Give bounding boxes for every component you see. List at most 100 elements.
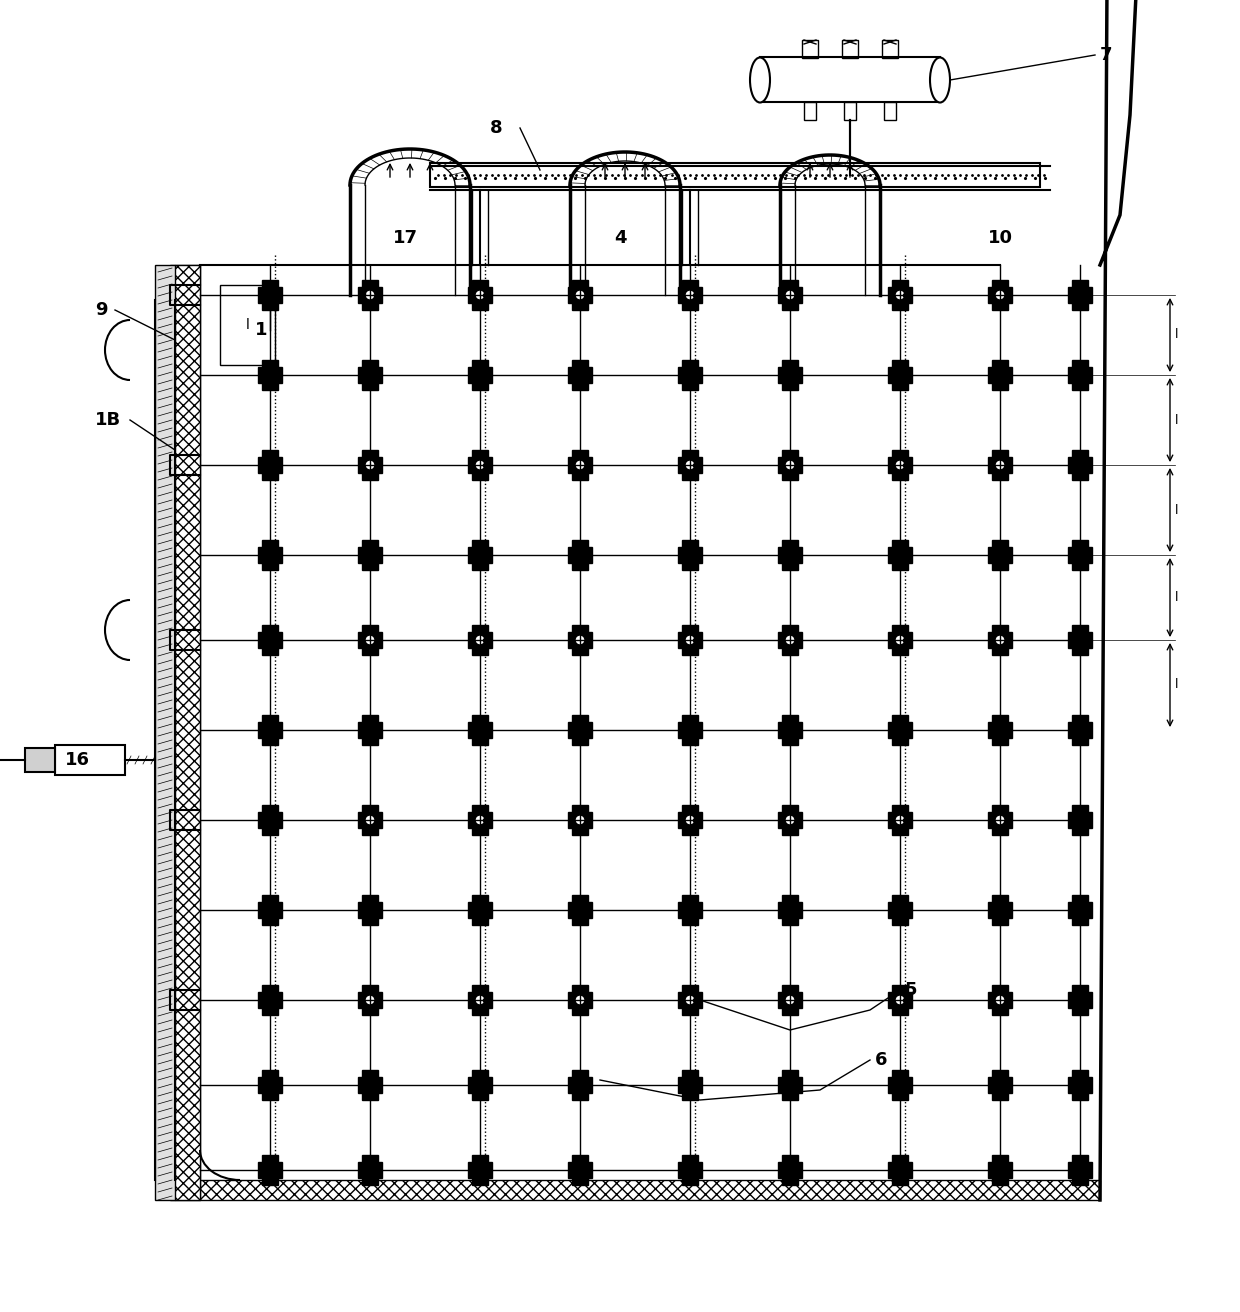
Bar	[472, 279, 489, 310]
Bar	[467, 722, 492, 737]
Bar	[777, 1077, 802, 1093]
Bar	[882, 39, 898, 58]
Bar	[1068, 903, 1092, 918]
Bar	[568, 1077, 591, 1093]
Bar	[358, 722, 382, 737]
Bar	[678, 457, 702, 474]
Bar	[472, 359, 489, 390]
Bar	[1073, 279, 1087, 310]
Circle shape	[785, 635, 795, 646]
Circle shape	[785, 461, 795, 470]
Bar	[988, 812, 1012, 828]
Bar	[777, 722, 802, 737]
Bar	[892, 541, 908, 569]
Bar	[888, 992, 911, 1008]
Bar	[992, 450, 1008, 480]
Text: 9: 9	[95, 300, 108, 319]
Polygon shape	[892, 547, 908, 563]
Bar	[992, 895, 1008, 925]
Circle shape	[895, 461, 905, 470]
Bar	[572, 895, 588, 925]
Bar	[888, 367, 911, 383]
Bar	[362, 279, 378, 310]
Circle shape	[684, 815, 694, 825]
Text: 5: 5	[905, 981, 918, 998]
Bar	[682, 1155, 698, 1185]
Bar	[467, 1162, 492, 1178]
Bar	[568, 287, 591, 303]
Bar	[888, 812, 911, 828]
Polygon shape	[892, 903, 908, 918]
Bar	[358, 1077, 382, 1093]
Bar	[572, 985, 588, 1015]
Bar	[258, 547, 281, 563]
Bar	[678, 632, 702, 648]
Bar	[988, 457, 1012, 474]
Bar	[892, 715, 908, 745]
Bar	[782, 359, 799, 390]
Bar	[888, 722, 911, 737]
Bar	[988, 1162, 1012, 1178]
Circle shape	[365, 815, 374, 825]
Text: l: l	[1176, 678, 1178, 691]
Bar	[467, 367, 492, 383]
Bar	[262, 359, 278, 390]
Bar	[782, 1155, 799, 1185]
Circle shape	[684, 994, 694, 1005]
Bar	[1068, 1162, 1092, 1178]
Bar	[262, 806, 278, 834]
Bar	[782, 715, 799, 745]
Bar	[682, 985, 698, 1015]
Bar	[362, 450, 378, 480]
Text: l: l	[1176, 504, 1178, 517]
Bar	[362, 359, 378, 390]
Polygon shape	[682, 903, 698, 918]
Text: 10: 10	[987, 230, 1013, 247]
Circle shape	[994, 461, 1004, 470]
Bar	[258, 903, 281, 918]
Bar	[678, 992, 702, 1008]
Polygon shape	[892, 367, 908, 383]
Bar	[472, 1071, 489, 1099]
Circle shape	[365, 994, 374, 1005]
Bar	[155, 265, 175, 1200]
Bar	[1068, 722, 1092, 737]
Bar	[358, 287, 382, 303]
Bar	[844, 102, 856, 119]
Text: 7: 7	[1100, 46, 1112, 64]
Bar	[467, 547, 492, 563]
Bar	[992, 625, 1008, 655]
Text: 8: 8	[490, 119, 502, 136]
Bar	[777, 287, 802, 303]
Bar	[258, 632, 281, 648]
Bar	[760, 56, 940, 102]
Bar	[1073, 450, 1087, 480]
Polygon shape	[472, 1077, 489, 1093]
Bar	[358, 547, 382, 563]
Bar	[1068, 992, 1092, 1008]
Bar	[467, 1077, 492, 1093]
Bar	[888, 547, 911, 563]
Bar	[678, 287, 702, 303]
Circle shape	[575, 290, 585, 300]
Bar	[992, 715, 1008, 745]
Bar	[572, 359, 588, 390]
Bar	[892, 359, 908, 390]
Bar	[682, 279, 698, 310]
Circle shape	[895, 994, 905, 1005]
Bar	[467, 903, 492, 918]
Bar	[358, 812, 382, 828]
Bar	[467, 632, 492, 648]
Bar	[358, 1162, 382, 1178]
Bar	[682, 715, 698, 745]
Bar	[992, 985, 1008, 1015]
Bar	[467, 287, 492, 303]
Text: 17: 17	[393, 230, 418, 247]
Bar	[802, 39, 818, 58]
Bar	[777, 812, 802, 828]
Bar	[992, 279, 1008, 310]
Bar	[1068, 1077, 1092, 1093]
Bar	[892, 895, 908, 925]
Bar	[262, 895, 278, 925]
Bar	[258, 812, 281, 828]
